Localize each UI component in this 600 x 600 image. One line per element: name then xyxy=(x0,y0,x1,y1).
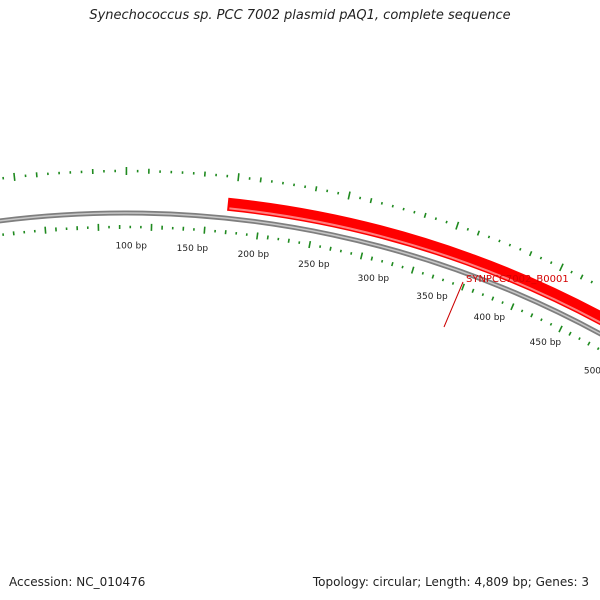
gc-inner-tick xyxy=(568,331,572,336)
scale-label-500: 500 bp xyxy=(584,367,600,377)
gc-outer-tick xyxy=(369,197,373,204)
scale-label-350: 350 bp xyxy=(416,292,448,302)
gc-inner-tick xyxy=(308,240,312,249)
gc-inner-tick xyxy=(491,296,495,301)
gc-outer-tick xyxy=(314,186,318,192)
gc-inner-tick xyxy=(401,265,404,269)
gc-inner-tick xyxy=(481,293,485,297)
gc-inner-tick xyxy=(266,235,269,240)
scale-label-200: 200 bp xyxy=(238,250,270,260)
gc-inner-tick xyxy=(203,226,206,234)
gc-inner-tick xyxy=(578,337,581,341)
gc-outer-tick xyxy=(498,239,501,243)
gc-outer-tick xyxy=(549,261,553,265)
gc-outer-tick xyxy=(380,201,383,205)
map-title: Synechococcus sp. PCC 7002 plasmid pAQ1,… xyxy=(89,8,511,23)
gc-inner-tick xyxy=(287,238,290,243)
gc-outer-tick xyxy=(519,247,522,251)
gc-outer-tick xyxy=(528,251,533,257)
gc-inner-tick xyxy=(359,252,364,260)
gene-label-synpcc7002_b0001[interactable]: SYNPCC7002_B0001 xyxy=(466,274,569,285)
gc-outer-tick xyxy=(570,270,573,274)
gc-inner-tick xyxy=(256,232,259,240)
gc-inner-tick xyxy=(370,256,374,261)
gc-outer-tick xyxy=(13,172,16,181)
gc-inner-tick xyxy=(381,259,384,263)
backbone-outer-line xyxy=(0,210,600,337)
gc-outer-tick xyxy=(487,235,491,239)
gc-outer-tick xyxy=(237,173,240,182)
backbone-inner-highlight xyxy=(0,212,600,335)
gc-outer-tick xyxy=(413,210,416,214)
gc-outer-tick xyxy=(579,274,584,280)
gc-outer-tick xyxy=(539,256,543,260)
gc-inner-tick xyxy=(540,318,543,322)
gc-inner-tick xyxy=(44,226,47,234)
feature-labels: SYNPCC7002_B0001 xyxy=(443,274,569,328)
gc-outer-tick xyxy=(476,230,481,236)
gc-inner-tick xyxy=(530,313,534,318)
scale-label-100: 100 bp xyxy=(115,242,147,252)
gc-inner-tick xyxy=(421,271,424,275)
gc-inner-tick xyxy=(451,282,455,285)
gc-outer-tick xyxy=(590,280,594,284)
gc-inner-tick xyxy=(431,274,435,279)
gc-outer-tick xyxy=(337,191,340,195)
gene-arc-synpcc7002_b0001[interactable] xyxy=(227,197,600,371)
topology-summary: Topology: circular; Length: 4,809 bp; Ge… xyxy=(312,575,589,589)
gene-arc-shade xyxy=(229,207,600,324)
gc-outer-tick xyxy=(391,204,394,208)
scale-label-250: 250 bp xyxy=(298,260,330,270)
gc-outer-tick xyxy=(455,221,460,230)
accession-label: Accession: NC_010476 xyxy=(9,575,146,589)
gc-inner-tick xyxy=(587,341,591,346)
gene-track xyxy=(227,197,600,371)
gc-outer-tick xyxy=(466,227,470,231)
gc-inner-tick xyxy=(471,288,475,293)
scale-label-400: 400 bp xyxy=(474,313,506,323)
scale-label-450: 450 bp xyxy=(530,338,562,348)
scale-label-300: 300 bp xyxy=(358,274,390,284)
gc-outer-tick xyxy=(402,207,405,211)
gc-inner-tick xyxy=(596,347,600,351)
gc-outer-tick xyxy=(259,177,262,183)
gene-label-pointer xyxy=(443,281,464,328)
gc-inner-tick xyxy=(350,252,353,255)
gc-inner-tick xyxy=(410,266,415,274)
gc-inner-tick xyxy=(549,322,553,326)
gc-outer-tick xyxy=(445,220,448,224)
gc-inner-tick xyxy=(510,303,515,311)
gc-inner-tick xyxy=(461,283,465,291)
gc-inner-tick xyxy=(441,278,445,282)
gc-outer-tick xyxy=(359,196,362,200)
gc-outer-tick xyxy=(347,191,351,200)
gc-outer-tick xyxy=(434,217,438,221)
gc-content-track xyxy=(2,166,600,351)
gc-inner-tick xyxy=(391,261,394,267)
plasmid-backbone xyxy=(0,210,600,337)
gc-inner-tick xyxy=(520,309,524,313)
gc-inner-tick xyxy=(501,301,504,305)
gc-outer-tick xyxy=(508,243,512,247)
gc-inner-tick xyxy=(558,325,563,333)
gc-outer-tick xyxy=(423,212,427,219)
scale-label-150: 150 bp xyxy=(177,244,209,254)
gc-inner-tick xyxy=(329,246,332,251)
gc-outer-tick xyxy=(559,263,564,272)
gc-inner-tick xyxy=(339,249,342,253)
scale-ticks: 100 bp 150 bp 200 bp 250 bp 300 bp 350 bp 400 … xyxy=(115,242,600,377)
